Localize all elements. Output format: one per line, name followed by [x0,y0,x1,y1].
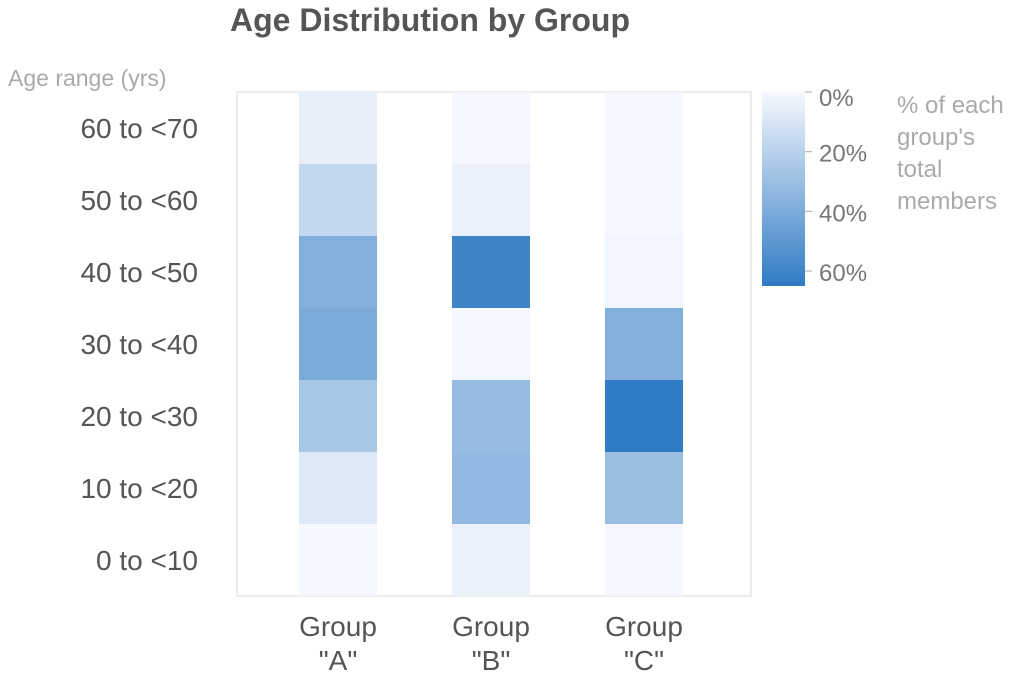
x-tick-label: "A" [319,645,358,675]
x-tick-label: Group [452,611,530,642]
color-scale-bar [762,92,805,286]
y-axis-label: Age range (yrs) [8,65,167,91]
color-scale-title-line: total [897,156,942,183]
color-scale-title-line: % of each [897,92,1004,119]
heatmap-cell [299,452,377,524]
heatmap-cell [299,524,377,596]
y-tick-label: 30 to <40 [80,329,198,360]
heatmap-cell [299,308,377,380]
color-scale-tick-label: 40% [819,200,867,227]
heatmap-cell [452,452,530,524]
x-tick-label: "B" [472,645,511,675]
heatmap-cell [605,380,683,452]
heatmap-cell [299,236,377,308]
color-scale-ticks: 0% 20% 40% 60% [805,85,867,287]
color-scale-tick-label: 0% [819,85,854,112]
heatmap-cell [605,452,683,524]
heatmap-cell [299,164,377,236]
y-tick-label: 50 to <60 [80,185,198,216]
x-tick-label: Group [605,611,683,642]
heatmap-cells [299,92,683,596]
color-scale-tick-label: 60% [819,260,867,287]
color-legend: 0% 20% 40% 60% % of each group's total members [762,85,1004,287]
y-tick-label: 0 to <10 [96,545,198,576]
y-tick-label: 10 to <20 [80,473,198,504]
y-tick-label: 20 to <30 [80,401,198,432]
x-tick-labels: Group"A"Group"B"Group"C" [299,611,683,675]
y-tick-label: 60 to <70 [80,113,198,144]
color-scale-title: % of each group's total members [897,92,1004,215]
y-tick-label: 40 to <50 [80,257,198,288]
heatmap-cell [605,92,683,164]
heatmap-cell [299,380,377,452]
x-tick-label: Group [299,611,377,642]
heatmap-cell [605,524,683,596]
heatmap-cell [452,236,530,308]
heatmap-cell [452,308,530,380]
heatmap-cell [605,164,683,236]
color-scale-title-line: group's [897,124,975,151]
chart-title: Age Distribution by Group [230,2,630,38]
heatmap-cell [452,164,530,236]
y-tick-labels: 60 to <70 50 to <60 40 to <50 30 to <40 20 t… [80,113,198,576]
heatmap-cell [452,524,530,596]
heatmap-cell [605,236,683,308]
heatmap-cell [452,92,530,164]
x-tick-label: "C" [624,645,664,675]
color-scale-title-line: members [897,188,997,215]
heatmap-cell [605,308,683,380]
color-scale-tick-label: 20% [819,141,867,168]
heatmap-cell [299,92,377,164]
heatmap-cell [452,380,530,452]
